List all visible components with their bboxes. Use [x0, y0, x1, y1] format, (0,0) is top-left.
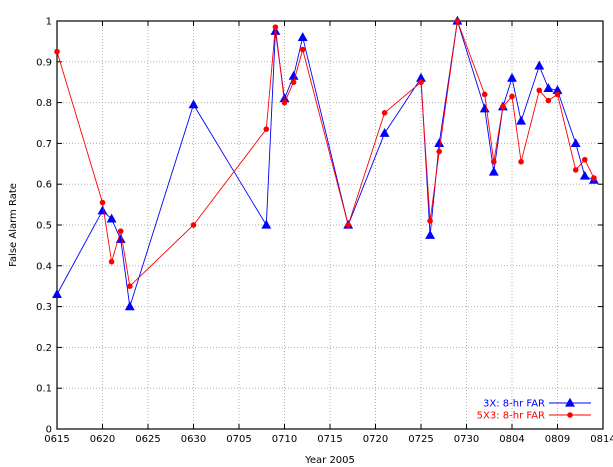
y-tick-label: 0.5	[36, 221, 52, 232]
data-point-circle	[436, 148, 443, 155]
data-point-triangle	[379, 128, 390, 137]
x-tick-label: 0710	[272, 434, 297, 445]
x-tick-label: 0630	[181, 434, 206, 445]
data-point-circle	[427, 218, 433, 224]
plot-frame	[56, 20, 604, 430]
legend-entry: 5X3: 8-hr FAR	[477, 411, 591, 422]
data-point-triangle	[52, 289, 62, 298]
x-tick-label: 0620	[90, 434, 115, 445]
data-point-circle	[545, 97, 552, 104]
data-point-triangle	[579, 170, 590, 180]
x-tick-labels: 0615 0620 0625 0630 0705 0710 0715 0720 0725 0730…	[44, 434, 613, 445]
data-point-triangle	[288, 70, 299, 80]
data-point-triangle	[279, 93, 290, 103]
grid	[57, 21, 603, 429]
x-tick-label: 0814	[590, 434, 613, 445]
x-tick-label: 0730	[454, 434, 479, 445]
data-point-triangle	[188, 99, 199, 109]
y-tick-label: 1	[46, 17, 52, 28]
y-tick-label: 0.7	[36, 139, 52, 150]
data-point-circle	[491, 158, 497, 165]
series-2	[54, 18, 597, 290]
data-point-circle	[481, 91, 488, 98]
data-point-triangle	[488, 166, 499, 176]
data-point-triangle	[106, 213, 117, 223]
data-point-circle	[381, 110, 388, 116]
data-point-circle	[345, 222, 352, 228]
x-tick-label: 0809	[545, 434, 570, 445]
data-point-triangle	[552, 85, 563, 94]
data-point-triangle	[434, 138, 445, 148]
data-point-triangle	[261, 219, 272, 229]
legend-label: 5X3: 8-hr FAR	[477, 411, 545, 422]
data-point-circle	[591, 175, 597, 181]
x-tick-label: 0804	[499, 434, 524, 445]
data-point-triangle	[297, 32, 308, 41]
axes	[56, 20, 604, 430]
data-point-triangle	[516, 115, 527, 125]
legend-marker	[565, 397, 575, 407]
x-axis-label: Year 2005	[304, 455, 355, 466]
y-tick-label: 0.6	[36, 180, 52, 191]
data-point-circle	[272, 24, 279, 30]
data-point-circle	[54, 48, 60, 55]
data-point-triangle	[416, 72, 426, 82]
data-point-circle	[127, 283, 133, 290]
x-tick-label: 0615	[44, 434, 69, 445]
data-point-circle	[582, 156, 588, 163]
y-tick-labels: 0 0.1 0.2 0.3 0.4 0.5 0.6 0.7 0.8 0.9 1	[36, 17, 52, 436]
x-tick-label: 0715	[317, 434, 342, 445]
data-point-circle	[117, 228, 124, 234]
y-tick-label: 0.3	[36, 302, 52, 313]
y-axis-label: False Alarm Rate	[8, 183, 19, 267]
y-tick-label: 0	[46, 425, 52, 436]
data-point-triangle	[534, 60, 545, 70]
data-point-circle	[418, 79, 424, 85]
data-point-circle	[572, 167, 579, 173]
data-point-circle	[281, 99, 288, 106]
series-line	[56, 20, 595, 288]
data-point-circle	[500, 103, 506, 110]
series-layer	[52, 15, 599, 311]
y-tick-label: 0.2	[36, 343, 52, 354]
legend-marker	[567, 412, 573, 418]
data-point-circle	[99, 199, 106, 206]
data-point-circle	[290, 79, 297, 85]
data-point-circle	[299, 46, 306, 53]
data-point-triangle	[124, 301, 135, 311]
data-point-triangle	[570, 138, 581, 148]
data-point-circle	[509, 93, 515, 100]
data-point-triangle	[425, 230, 436, 239]
data-point-triangle	[97, 205, 108, 215]
data-point-circle	[454, 18, 461, 24]
data-point-triangle	[507, 72, 517, 82]
data-point-triangle	[543, 83, 554, 92]
x-tick-label: 0725	[408, 434, 433, 445]
x-tick-label: 0705	[226, 434, 251, 445]
data-point-circle	[108, 258, 115, 265]
y-tick-label: 0.1	[36, 384, 52, 395]
data-point-circle	[554, 91, 561, 98]
legend-entry: 3X: 8-hr FAR	[483, 397, 591, 410]
data-point-circle	[536, 87, 543, 94]
legend-label: 3X: 8-hr FAR	[483, 399, 545, 410]
y-tick-label: 0.4	[36, 261, 52, 272]
x-tick-label: 0720	[363, 434, 388, 445]
data-point-circle	[263, 126, 270, 132]
data-point-circle	[190, 222, 197, 228]
y-tick-label: 0.8	[36, 98, 52, 109]
y-tick-label: 0.9	[36, 57, 52, 68]
data-point-circle	[518, 158, 524, 165]
x-tick-label: 0625	[135, 434, 160, 445]
